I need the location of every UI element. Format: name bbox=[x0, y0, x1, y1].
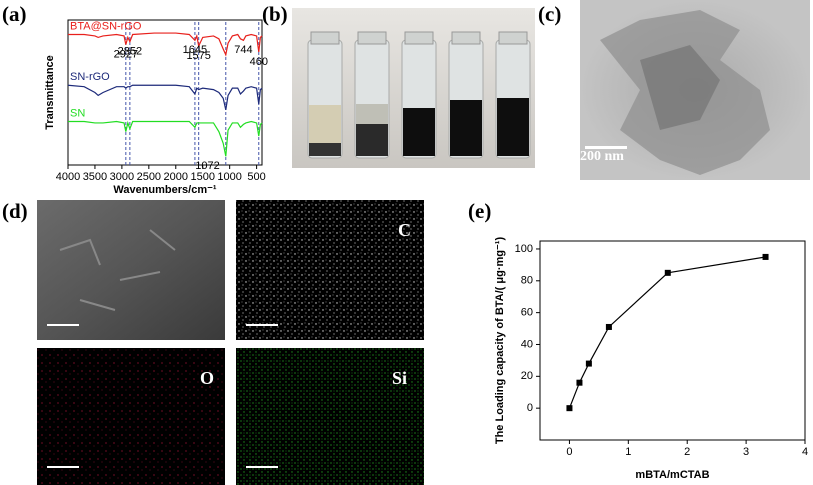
x-tick-label: 2 bbox=[684, 446, 690, 458]
plot-frame bbox=[539, 240, 806, 441]
annotation: 744 bbox=[234, 44, 252, 56]
y-axis-label: Transmittance bbox=[44, 55, 56, 130]
data-point bbox=[605, 323, 612, 330]
data-point bbox=[576, 379, 583, 386]
x-axis-label: mBTA/mCTAB bbox=[635, 469, 709, 481]
y-tick-label: 0 bbox=[527, 402, 533, 414]
y-tick-label: 20 bbox=[521, 370, 533, 382]
panel-label: (c) bbox=[538, 2, 561, 26]
annotation: 1575 bbox=[186, 50, 210, 62]
annotation: 2927 bbox=[114, 49, 138, 61]
panel-label: (d) bbox=[2, 199, 28, 223]
x-tick-label: 1000 bbox=[217, 171, 241, 183]
x-tick-label: 2500 bbox=[137, 171, 161, 183]
panel-label: (b) bbox=[262, 2, 288, 26]
series-label: SN bbox=[70, 107, 85, 119]
x-tick-label: 0 bbox=[566, 446, 572, 458]
data-point bbox=[566, 405, 573, 412]
plot-frame bbox=[67, 19, 263, 166]
x-tick-label: 4000 bbox=[56, 171, 80, 183]
x-tick-label: 2000 bbox=[164, 171, 188, 183]
panel-label: (a) bbox=[2, 2, 27, 26]
scale-label: 200 nm bbox=[580, 149, 624, 164]
element-label: O bbox=[200, 368, 214, 388]
data-point bbox=[762, 253, 769, 260]
series-line bbox=[67, 84, 263, 111]
element-label: C bbox=[398, 220, 411, 240]
x-tick-label: 500 bbox=[247, 171, 265, 183]
annotation: 2852 bbox=[118, 46, 142, 58]
series-label: SN-rGO bbox=[70, 71, 110, 83]
series-label: BTA@SN-rGO bbox=[70, 20, 142, 32]
annotation: 460 bbox=[250, 56, 268, 68]
annotation: 1072 bbox=[195, 160, 219, 172]
y-tick-label: 40 bbox=[521, 338, 533, 350]
data-point bbox=[585, 360, 592, 367]
y-tick-label: 80 bbox=[521, 275, 533, 287]
annotation: 1645 bbox=[183, 44, 207, 56]
y-tick-label: 60 bbox=[521, 307, 533, 319]
x-tick-label: 4 bbox=[802, 446, 808, 458]
series-line bbox=[68, 120, 263, 157]
tem-image: 200 nm bbox=[580, 0, 810, 180]
series-line bbox=[568, 256, 766, 409]
data-point bbox=[664, 269, 671, 276]
x-tick-label: 1500 bbox=[190, 171, 214, 183]
x-tick-label: 3000 bbox=[110, 171, 134, 183]
y-axis-label: The Loading capacity of BTA/( μg·mg⁻¹) bbox=[494, 237, 506, 445]
x-axis-label: Wavenumbers/cm⁻¹ bbox=[113, 184, 217, 196]
element-label: Si bbox=[392, 368, 407, 388]
x-tick-label: 3 bbox=[743, 446, 749, 458]
series-line bbox=[68, 32, 263, 57]
panel-label: (e) bbox=[468, 199, 491, 223]
vial-photo bbox=[292, 8, 535, 168]
x-tick-label: 1 bbox=[625, 446, 631, 458]
x-tick-label: 3500 bbox=[83, 171, 107, 183]
y-tick-label: 100 bbox=[515, 243, 533, 255]
sem-eds-images: C O Si bbox=[37, 200, 424, 485]
